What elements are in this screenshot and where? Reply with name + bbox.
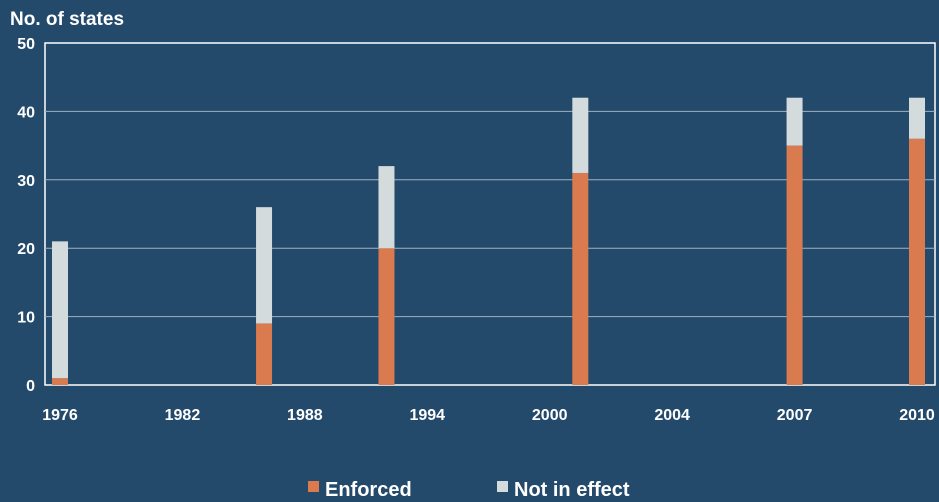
bar-enforced [378, 248, 395, 385]
bar-not-in-effect [909, 97, 925, 139]
legend-label: Not in effect [514, 479, 630, 501]
x-tick-label: 2010 [899, 407, 935, 424]
bar-not-in-effect [378, 166, 395, 249]
x-tick-label: 1982 [165, 407, 201, 424]
y-tick-label: 40 [17, 104, 35, 121]
x-tick-label: 1988 [287, 407, 323, 424]
x-tick-label: 2004 [654, 407, 690, 424]
bar-not-in-effect [256, 207, 273, 324]
y-axis-label: No. of states [10, 9, 124, 30]
bar-not-in-effect [786, 97, 803, 146]
bar-not-in-effect [572, 97, 589, 173]
legend-swatch [308, 481, 319, 492]
x-tick-label: 2007 [777, 407, 813, 424]
y-tick-label: 50 [17, 36, 35, 53]
y-tick-label: 30 [17, 173, 35, 190]
legend: Enforced Not in effect [308, 479, 630, 501]
bar-enforced [572, 172, 589, 385]
y-tick-label: 10 [17, 310, 35, 327]
x-tick-label: 2000 [532, 407, 568, 424]
legend-swatch [497, 481, 508, 492]
bar-enforced [909, 138, 925, 385]
plot-frame [44, 42, 936, 386]
bar-not-in-effect [52, 241, 68, 379]
y-tick-label: 20 [17, 241, 35, 258]
legend-label: Enforced [325, 479, 412, 501]
y-tick-label: 0 [26, 378, 35, 395]
bar-enforced [256, 323, 273, 385]
x-tick-label: 1976 [42, 407, 78, 424]
plot-area: 0 10 20 30 40 50 1976 1982 1988 1994 2000 2004 2007 2… [17, 36, 936, 424]
x-tick-label: 1994 [409, 407, 445, 424]
bar-enforced [52, 378, 68, 385]
bar-enforced [786, 145, 803, 385]
